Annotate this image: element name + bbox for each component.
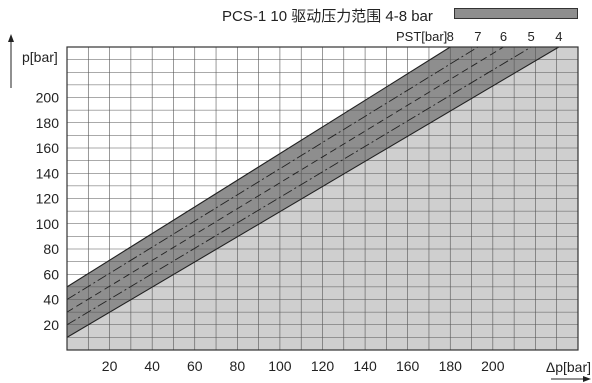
y-tick-label: 120 — [36, 191, 60, 207]
chart-title: PCS-1 10 驱动压力范围 4-8 bar — [222, 8, 433, 25]
series-line-4 — [66, 46, 560, 338]
series-line-7 — [66, 46, 479, 300]
y-tick-label: 160 — [36, 140, 60, 156]
series-line-6 — [66, 46, 504, 313]
pst-label: PST[bar] — [396, 29, 447, 44]
chart-axes — [8, 34, 591, 382]
y-tick-label: 200 — [36, 90, 60, 106]
x-axis-arrowhead — [583, 376, 591, 382]
y-tick-label: 140 — [36, 165, 60, 181]
series-label-5: 5 — [528, 29, 535, 44]
chart-lines — [66, 46, 560, 338]
x-tick-label: 180 — [439, 358, 463, 374]
y-axis-label: p[bar] — [22, 49, 58, 65]
x-tick-label: 100 — [268, 358, 292, 374]
y-tick-label: 20 — [43, 317, 59, 333]
series-label-8: 8 — [447, 29, 454, 44]
chart-labels: 8 7 6 5 4 PST[bar] 20 40 60 80 100 120 140 160 180 200 2… — [22, 29, 591, 375]
y-axis-arrowhead — [8, 34, 14, 42]
x-tick-label: 80 — [230, 358, 246, 374]
series-label-4: 4 — [555, 29, 562, 44]
x-axis-label: Δp[bar] — [546, 359, 591, 375]
x-tick-label: 200 — [481, 358, 505, 374]
chart-grid — [67, 47, 578, 350]
y-tick-label: 100 — [36, 216, 60, 232]
y-tick-label: 180 — [36, 115, 60, 131]
series-line-5 — [66, 46, 532, 326]
x-tick-label: 160 — [396, 358, 420, 374]
x-tick-label: 140 — [353, 358, 377, 374]
x-tick-label: 120 — [311, 358, 335, 374]
series-label-6: 6 — [500, 29, 507, 44]
series-line-8 — [66, 46, 451, 288]
series-label-7: 7 — [474, 29, 481, 44]
y-tick-label: 80 — [43, 241, 59, 257]
x-tick-label: 60 — [187, 358, 203, 374]
x-tick-label: 40 — [144, 358, 160, 374]
legend-swatch — [454, 8, 578, 19]
plot-frame — [66, 46, 579, 351]
x-tick-label: 20 — [102, 358, 118, 374]
y-tick-label: 40 — [43, 292, 59, 308]
y-tick-label: 60 — [43, 266, 59, 282]
